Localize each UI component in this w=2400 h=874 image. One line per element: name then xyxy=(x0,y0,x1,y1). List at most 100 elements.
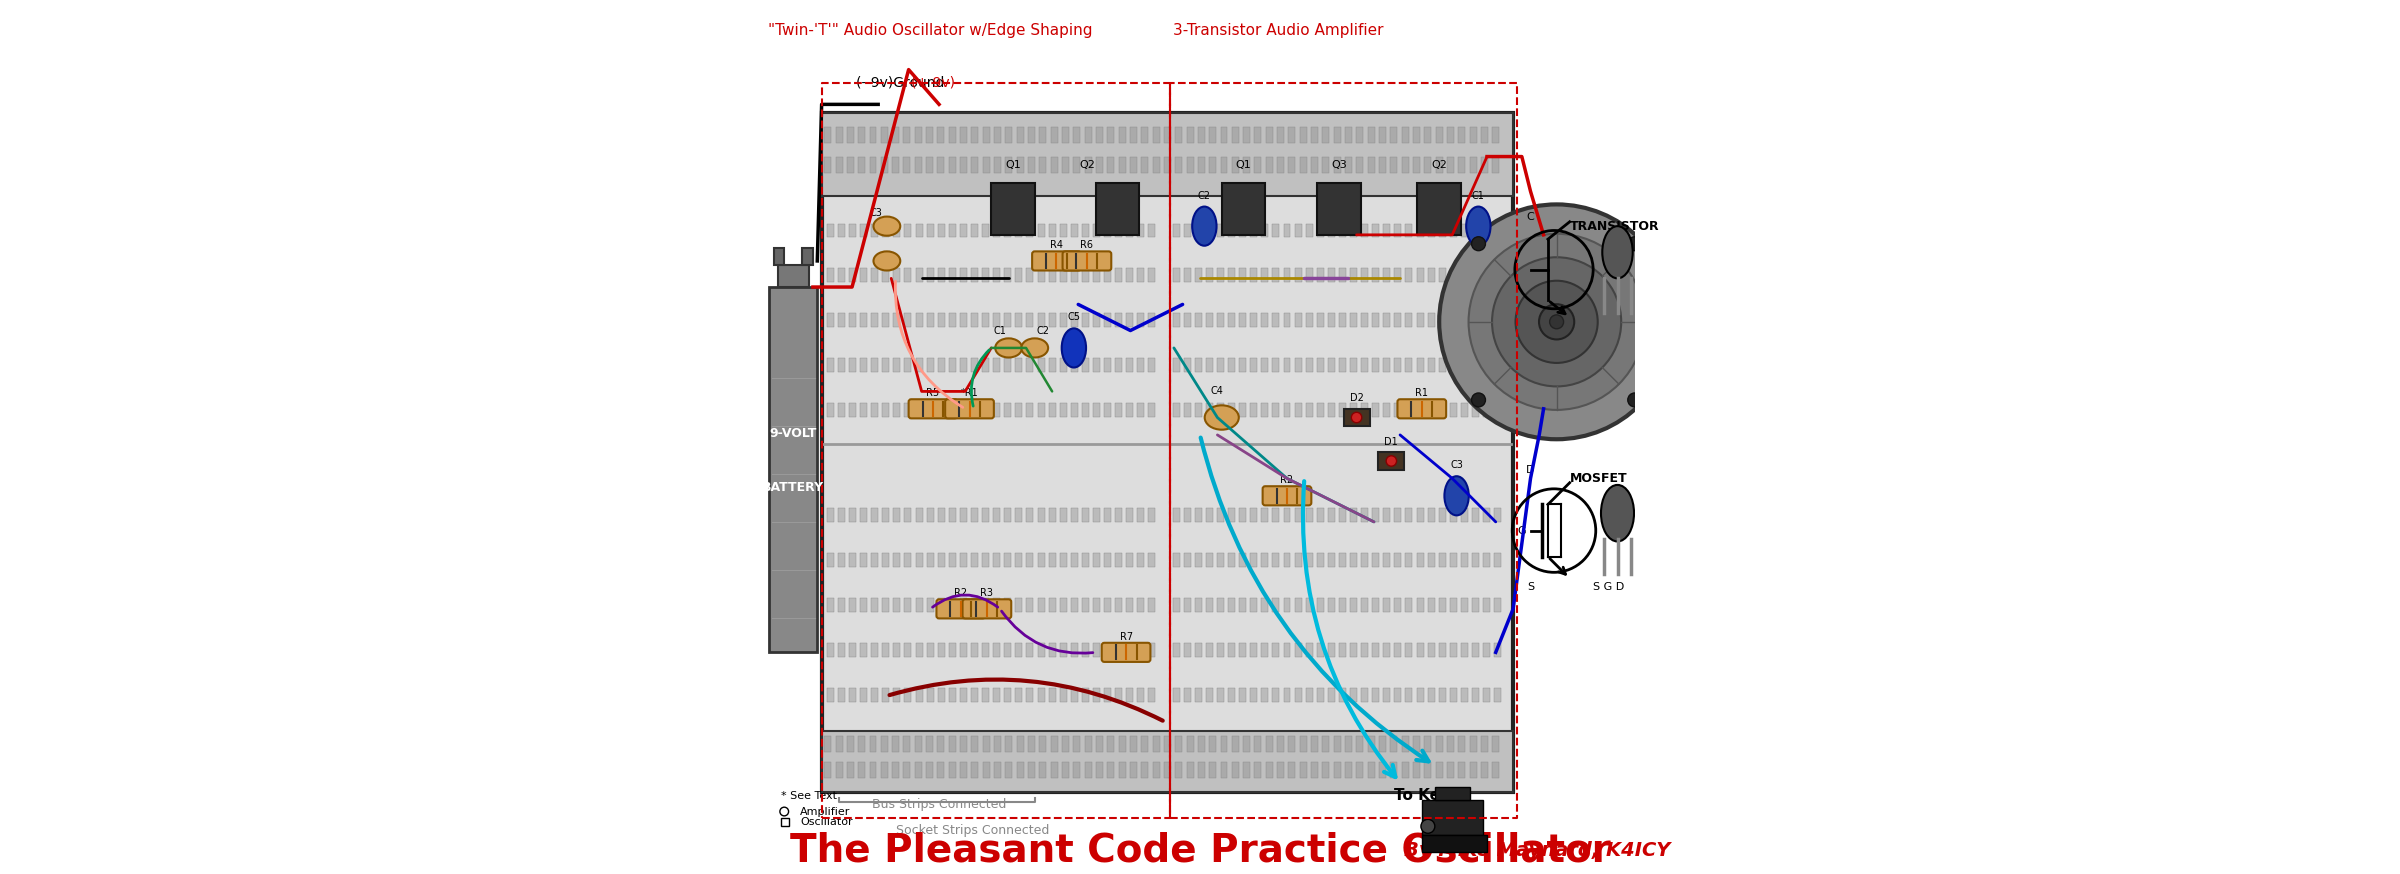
Bar xyxy=(1037,643,1044,657)
Bar xyxy=(902,127,910,142)
Bar xyxy=(1272,688,1279,702)
Bar xyxy=(938,314,946,328)
Bar xyxy=(1183,553,1190,567)
Bar xyxy=(1262,314,1267,328)
Bar xyxy=(871,314,878,328)
Bar xyxy=(893,643,900,657)
Bar xyxy=(1318,224,1325,238)
Bar xyxy=(1272,509,1279,523)
Bar xyxy=(1092,599,1099,612)
Bar xyxy=(1063,127,1068,142)
Bar xyxy=(1438,403,1445,417)
Bar xyxy=(1150,599,1154,612)
Bar xyxy=(1462,224,1469,238)
Bar xyxy=(1186,157,1193,173)
Bar xyxy=(1070,358,1078,372)
Text: E B C: E B C xyxy=(1591,321,1620,331)
Bar xyxy=(994,643,1001,657)
Bar xyxy=(1394,553,1402,567)
Bar xyxy=(893,599,900,612)
Bar xyxy=(1174,314,1178,328)
Bar xyxy=(850,314,857,328)
Text: C2: C2 xyxy=(1198,191,1212,201)
Bar xyxy=(914,314,922,328)
Circle shape xyxy=(1471,237,1486,251)
Bar xyxy=(982,736,989,752)
Bar xyxy=(883,268,890,282)
Bar xyxy=(773,248,785,266)
Bar xyxy=(1126,509,1133,523)
Bar xyxy=(1306,314,1313,328)
Bar xyxy=(1250,643,1258,657)
Circle shape xyxy=(1421,819,1435,833)
Bar xyxy=(1368,736,1375,752)
Bar xyxy=(1382,688,1390,702)
Bar xyxy=(1351,553,1356,567)
Bar xyxy=(1082,224,1090,238)
Bar xyxy=(1126,688,1133,702)
Bar xyxy=(1373,358,1380,372)
Bar xyxy=(871,268,878,282)
Text: 220uF: 220uF xyxy=(1445,493,1466,499)
Bar xyxy=(1306,358,1313,372)
Bar xyxy=(859,736,864,752)
Bar xyxy=(1217,643,1224,657)
Bar xyxy=(1462,553,1469,567)
Bar xyxy=(1061,599,1066,612)
Bar xyxy=(1027,403,1034,417)
Bar xyxy=(994,358,1001,372)
Bar xyxy=(1435,736,1442,752)
Text: R4: R4 xyxy=(1049,240,1063,250)
Bar xyxy=(1130,157,1138,173)
Bar xyxy=(1061,688,1066,702)
Bar xyxy=(1164,127,1171,142)
Bar xyxy=(972,599,977,612)
Bar xyxy=(1493,157,1500,173)
Bar xyxy=(938,553,946,567)
Bar xyxy=(1380,127,1385,142)
Bar xyxy=(1327,268,1334,282)
Bar xyxy=(1416,358,1423,372)
Bar xyxy=(972,762,979,778)
Bar xyxy=(1070,553,1078,567)
Bar xyxy=(1265,762,1272,778)
Bar xyxy=(1471,509,1478,523)
Bar xyxy=(902,762,910,778)
Text: C1: C1 xyxy=(1471,191,1486,201)
Bar xyxy=(871,688,878,702)
Bar xyxy=(1462,599,1469,612)
Bar xyxy=(1306,403,1313,417)
Bar xyxy=(1037,358,1044,372)
Bar xyxy=(1229,358,1236,372)
Text: TRANSISTOR: TRANSISTOR xyxy=(1570,219,1658,232)
Bar xyxy=(1150,643,1154,657)
Bar xyxy=(994,403,1001,417)
Bar xyxy=(914,762,922,778)
Bar xyxy=(982,643,989,657)
Text: Q2: Q2 xyxy=(1080,160,1094,170)
Bar xyxy=(1301,157,1306,173)
Bar xyxy=(1339,314,1346,328)
Bar xyxy=(914,157,922,173)
Bar xyxy=(1378,453,1404,469)
Bar xyxy=(960,358,967,372)
Ellipse shape xyxy=(1603,226,1632,278)
Bar xyxy=(1015,314,1022,328)
Bar xyxy=(914,358,922,372)
Bar xyxy=(838,553,845,567)
Bar xyxy=(1039,157,1046,173)
Bar xyxy=(1284,643,1291,657)
Bar xyxy=(1344,409,1370,427)
Bar xyxy=(1382,224,1390,238)
Bar xyxy=(1183,688,1190,702)
Bar xyxy=(1351,509,1356,523)
Bar xyxy=(994,314,1001,328)
Bar xyxy=(1339,643,1346,657)
Bar xyxy=(1229,224,1236,238)
Bar xyxy=(948,224,955,238)
Bar xyxy=(1250,314,1258,328)
Bar xyxy=(1015,509,1022,523)
Bar xyxy=(1394,268,1402,282)
Bar xyxy=(926,268,934,282)
Bar xyxy=(1262,643,1267,657)
